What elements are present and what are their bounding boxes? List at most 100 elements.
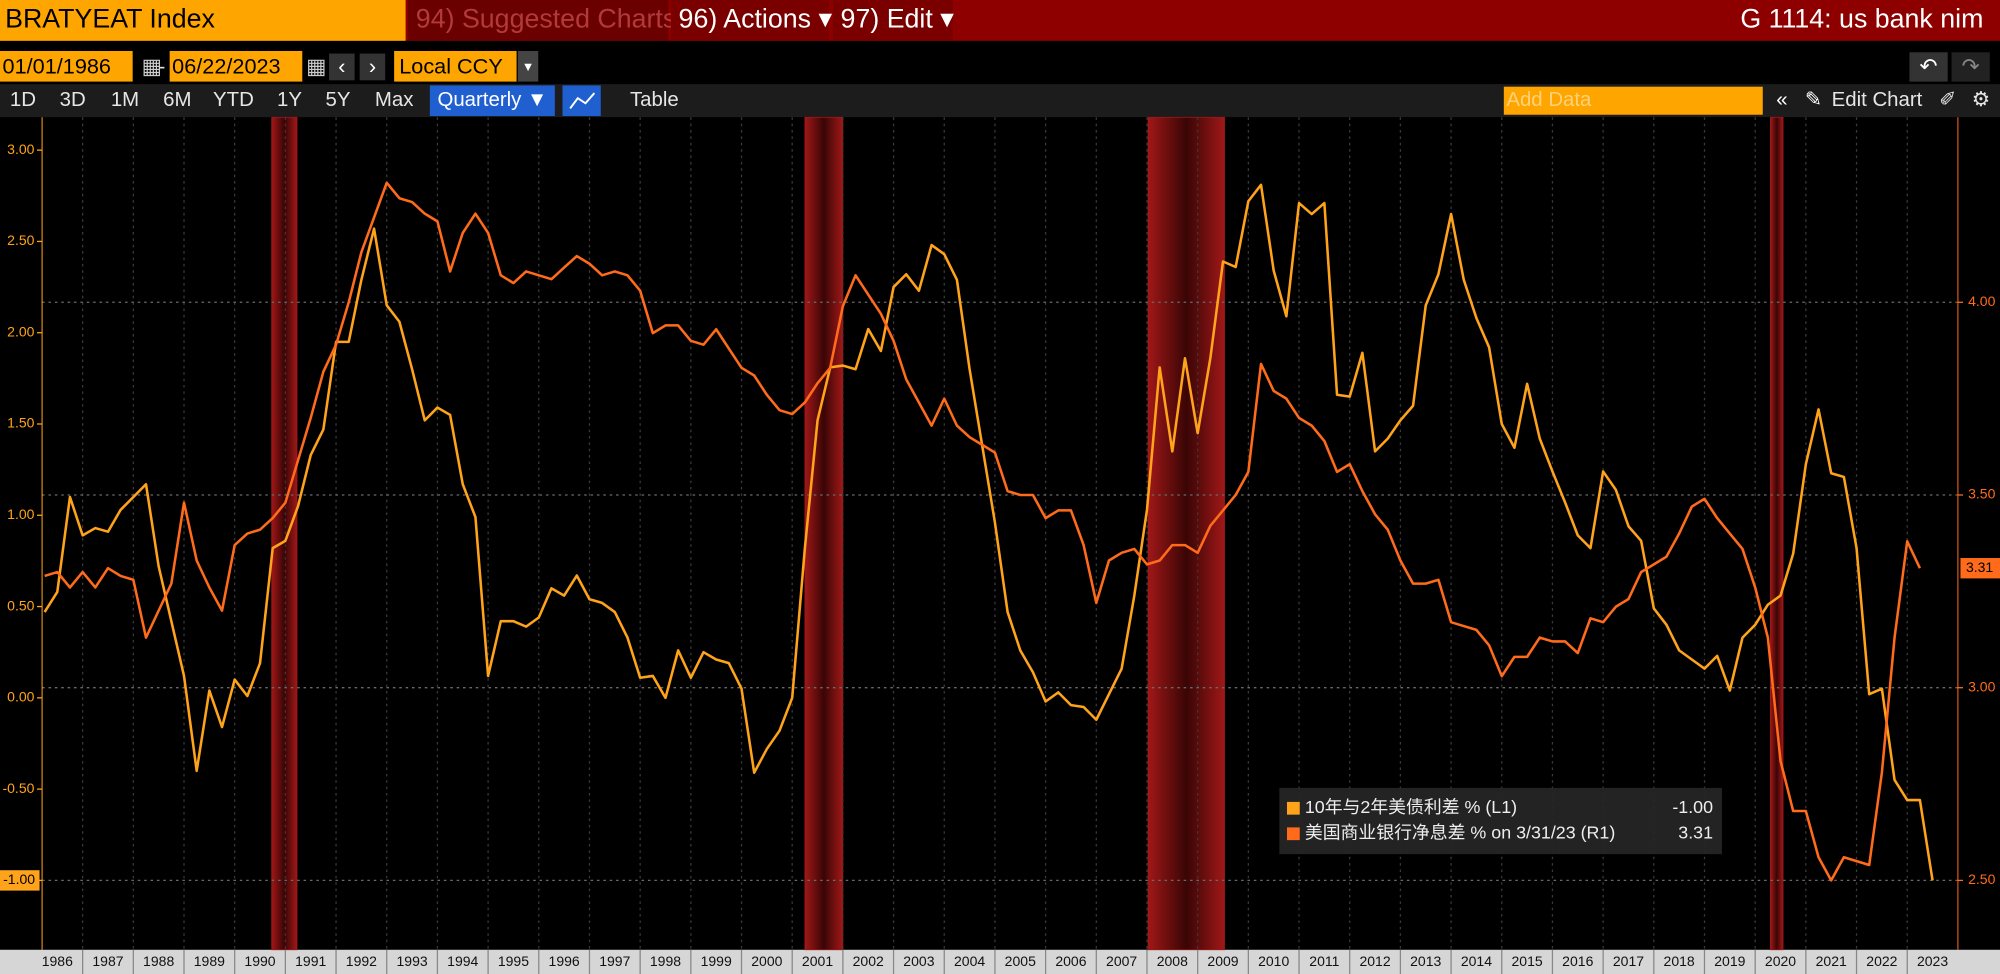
x-tick-label: 1994 [447,953,478,969]
x-tick-label: 1989 [194,953,225,969]
range-button[interactable]: 1Y [277,89,302,111]
undo-icon[interactable]: ↶ [1919,53,1937,78]
x-tick-label: 1995 [498,953,529,969]
last-value-tag [0,870,40,891]
y-tick-label: 1.00 [7,506,34,522]
settings-icon[interactable]: ⚙ [1972,89,1990,111]
x-tick-label: 2010 [1258,953,1289,969]
range-button[interactable]: 3D [60,89,86,111]
x-tick-label: 2000 [751,953,782,969]
last-value-tag [1960,558,2000,579]
currency-dropdown[interactable] [517,50,539,82]
legend-swatch [1286,827,1300,841]
range-button[interactable]: 1D [10,89,36,111]
x-tick-label: 1988 [143,953,174,969]
x-tick-label: 2017 [1613,953,1644,969]
y-tick-label: 0.00 [7,689,34,705]
range-button[interactable]: 1M [111,89,139,111]
recession-band [804,116,844,951]
actions[interactable]: 96) Actions ▾ [679,3,833,33]
table-button[interactable]: Table [630,89,679,111]
x-tick-label: 1990 [244,953,275,969]
y-tick-label: 2.50 [7,232,34,248]
edit-icon[interactable]: ✐ [1939,89,1956,111]
pencil-icon[interactable]: ✎ [1805,89,1822,111]
y2-tick-label: 3.50 [1968,486,1995,502]
series-line [44,181,1922,882]
calendar-icon[interactable]: ▦ [142,53,162,78]
y2-tick-label: 3.00 [1968,678,1995,694]
legend-value: 3.31 [1678,822,1713,842]
series-line [43,183,1934,881]
end-date[interactable]: 06/22/2023 [172,53,280,78]
y-tick-label: 1.50 [7,415,34,431]
currency-box[interactable] [394,50,517,82]
recession-band [1147,116,1225,951]
ticker[interactable]: BRATYEAT Index [5,3,215,33]
legend-value: -1.00 [1672,797,1713,817]
recession-band [271,116,298,951]
range-button[interactable]: YTD [213,89,254,111]
frequency-box[interactable] [429,85,555,117]
next-icon[interactable]: › [369,53,376,78]
legend-box [1279,787,1722,855]
x-tick-label: 2002 [853,953,884,969]
range-button[interactable]: 5Y [326,89,351,111]
x-tick-label: 2007 [1106,953,1137,969]
dropdown-icon[interactable]: ▼ [522,59,535,74]
frequency[interactable]: Quarterly ▼ [437,89,547,111]
recession-band [1769,116,1784,951]
x-tick-label: 1999 [701,953,732,969]
redo-icon[interactable]: ↷ [1962,53,1980,78]
legend-swatch [1286,801,1300,815]
line-chart-icon[interactable] [569,92,596,109]
start-date[interactable]: 01/01/1986 [3,53,111,78]
plot: 1986 1987 1988 1989 1990 1991 1992 1993 1994 1995… [0,116,2000,974]
edit[interactable]: 97) Edit ▾ [841,3,955,33]
x-tick-label: 1986 [42,953,73,969]
y-tick-label: 3.00 [7,141,34,157]
currency[interactable]: Local CCY [399,53,503,78]
x-tick-label: 2003 [903,953,934,969]
ticker-box[interactable] [0,0,406,41]
add-data-box[interactable] [1503,86,1763,115]
x-tick-label: 2008 [1157,953,1188,969]
x-tick-label: 2005 [1005,953,1036,969]
suggested-charts[interactable]: 94) Suggested Charts [416,3,676,33]
x-tick-label: 2006 [1055,953,1086,969]
x-tick-label: 2012 [1359,953,1390,969]
range-button[interactable]: Max [375,89,414,111]
edit-chart[interactable]: Edit Chart [1832,89,1923,111]
last-value-label: -1.00 [3,871,35,887]
add-data[interactable]: Add Data [1506,89,1592,111]
next-button[interactable] [359,53,386,81]
last-value-label: 3.31 [1966,559,1993,575]
prev-button[interactable] [329,53,355,81]
undo-button[interactable] [1909,52,1948,82]
x-tick-label: 1987 [92,953,123,969]
start-date-box[interactable] [0,50,133,82]
x-tick-label: 2011 [1309,953,1339,969]
redo-button[interactable] [1951,52,1990,82]
collapse-icon[interactable]: « [1776,89,1787,111]
suggested-button[interactable] [408,0,669,41]
legend-label: 10年与2年美债利差 % (L1) [1305,797,1517,817]
date-separator: - [158,53,165,78]
y-tick-label: 0.50 [7,597,34,613]
x-tick-label: 2014 [1461,953,1492,969]
calendar-icon[interactable]: ▦ [306,53,326,78]
x-tick-label: 2019 [1714,953,1745,969]
legend-label: 美国商业银行净息差 % on 3/31/23 (R1) [1305,822,1615,842]
range-button[interactable]: 6M [163,89,191,111]
page-title: G 1114: us bank nim [1740,3,1983,33]
end-date-box[interactable] [169,50,303,82]
prev-icon[interactable]: ‹ [338,53,345,78]
actions-button[interactable] [670,0,830,41]
x-tick-label: 1991 [295,953,326,969]
x-tick-label: 2018 [1664,953,1695,969]
y-tick-label: 2.00 [7,323,34,339]
y2-tick-label: 4.00 [1968,293,1995,309]
x-axis-band [0,949,2000,974]
edit-button[interactable] [832,0,953,41]
